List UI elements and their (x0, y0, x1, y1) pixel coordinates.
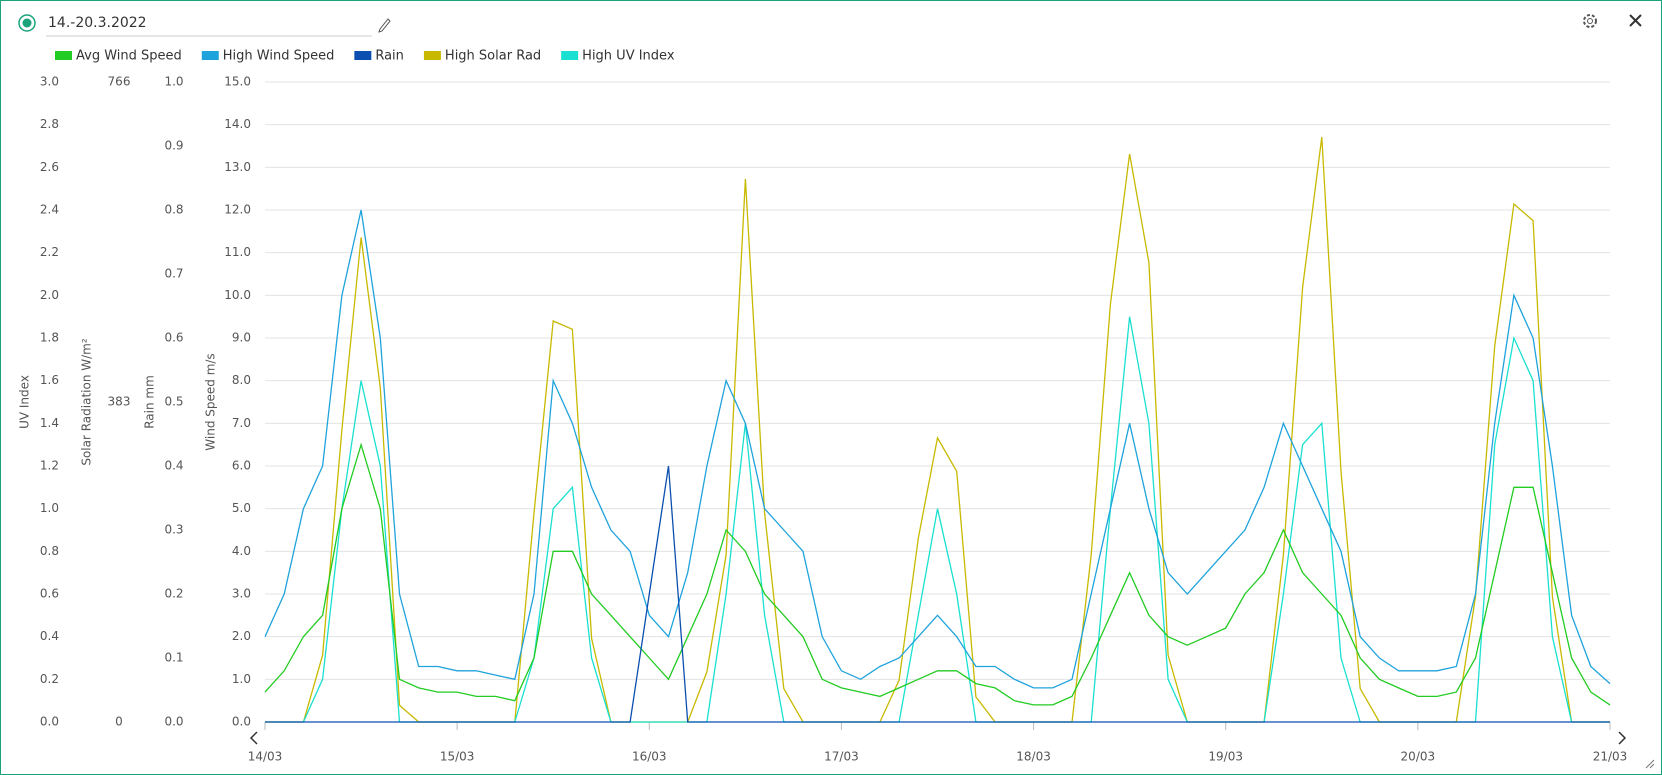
y-tick-label: 9.0 (232, 331, 251, 345)
y-tick-label: 0.2 (164, 587, 183, 601)
y-tick-label: 6.0 (232, 459, 251, 473)
y-tick-label: 0.9 (164, 139, 183, 153)
y-tick-label: 0.8 (40, 544, 59, 558)
y-tick-label: 5.0 (232, 501, 251, 515)
legend-label: Rain (375, 49, 404, 64)
legend-swatch (561, 51, 579, 60)
legend-label: High Wind Speed (223, 49, 335, 64)
x-tick-label: 18/03 (1016, 750, 1051, 764)
y-tick-label: 3.0 (232, 587, 251, 601)
y-tick-label: 2.6 (40, 160, 59, 174)
radio-dot (22, 18, 32, 28)
y-tick-label: 0.6 (40, 587, 59, 601)
y-tick-label: 0.0 (232, 715, 251, 729)
y-tick-label: 1.0 (232, 672, 251, 686)
y-tick-label: 12.0 (224, 203, 251, 217)
y-tick-label: 0.5 (164, 395, 183, 409)
y-tick-label: 2.4 (40, 203, 59, 217)
y-tick-label: 4.0 (232, 544, 251, 558)
legend-label: Avg Wind Speed (76, 49, 182, 64)
legend-label: High UV Index (582, 49, 675, 64)
close-icon[interactable] (1629, 14, 1642, 27)
y-tick-label: 0.0 (164, 715, 183, 729)
y-tick-label: 11.0 (224, 245, 251, 259)
y-tick-label: 2.0 (40, 288, 59, 302)
y-tick-label: 15.0 (224, 75, 251, 89)
x-tick-label: 17/03 (824, 750, 859, 764)
y-tick-label: 0.2 (40, 672, 59, 686)
y-tick-label: 0.1 (164, 651, 183, 665)
y-tick-label: 766 (108, 75, 131, 89)
axis-title: UV Index (18, 375, 32, 429)
y-tick-label: 3.0 (40, 75, 59, 89)
y-tick-label: 14.0 (224, 117, 251, 131)
x-tick-label: 16/03 (632, 750, 667, 764)
x-tick-label: 14/03 (248, 750, 283, 764)
y-tick-label: 0.7 (164, 267, 183, 281)
series-line (265, 316, 1610, 723)
y-tick-label: 0.8 (164, 203, 183, 217)
y-tick-label: 1.8 (40, 331, 59, 345)
settings-icon[interactable] (1583, 14, 1597, 28)
radio[interactable] (18, 14, 36, 32)
y-tick-label: 1.6 (40, 373, 59, 387)
series-line (264, 209, 1611, 689)
resize-grip (1645, 759, 1655, 769)
axis-title: Wind Speed m/s (204, 353, 218, 450)
y-tick-label: 1.2 (40, 459, 59, 473)
y-tick-label: 0.6 (164, 331, 183, 345)
y-tick-label: 1.0 (164, 75, 183, 89)
edit-icon[interactable] (378, 18, 391, 33)
legend-swatch (423, 51, 441, 60)
y-tick-label: 10.0 (224, 288, 251, 302)
y-tick-label: 2.8 (40, 117, 59, 131)
chart-title: 14.-20.3.2022 (48, 15, 147, 31)
prev-arrow[interactable] (249, 731, 258, 745)
y-tick-label: 13.0 (224, 160, 251, 174)
y-tick-label: 7.0 (232, 416, 251, 430)
y-tick-label: 8.0 (232, 373, 251, 387)
series-line (264, 442, 1611, 706)
y-tick-label: 1.4 (40, 416, 59, 430)
next-arrow[interactable] (1618, 731, 1627, 745)
x-tick-label: 21/03 (1593, 750, 1628, 764)
y-tick-label: 0.4 (164, 459, 183, 473)
legend-swatch (55, 51, 72, 60)
y-tick-label: 0.0 (40, 715, 59, 729)
x-tick-label: 15/03 (440, 750, 475, 764)
series-line (265, 465, 1610, 723)
legend-label: High Solar Rad (445, 49, 541, 64)
y-tick-label: 0 (115, 715, 123, 729)
axis-title: Solar Radiation W/m² (80, 338, 94, 466)
y-tick-label: 1.0 (40, 501, 59, 515)
series-line (265, 137, 1610, 723)
legend-swatch (201, 51, 219, 60)
y-tick-label: 0.4 (40, 629, 59, 643)
y-tick-label: 2.0 (232, 629, 251, 643)
y-tick-label: 2.2 (40, 245, 59, 259)
x-tick-label: 19/03 (1208, 750, 1243, 764)
y-tick-label: 383 (108, 395, 131, 409)
legend-swatch (354, 51, 372, 60)
axis-title: Rain mm (143, 375, 157, 429)
x-tick-label: 20/03 (1401, 750, 1436, 764)
y-tick-label: 0.3 (164, 523, 183, 537)
